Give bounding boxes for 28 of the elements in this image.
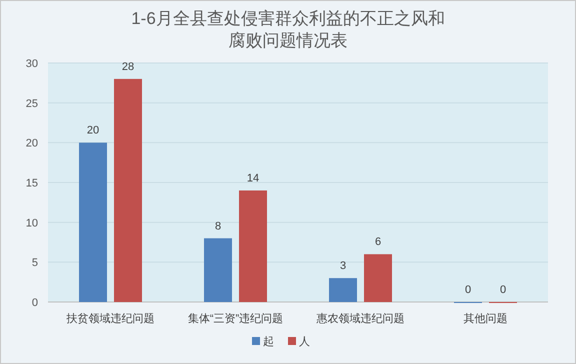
data-label: 3: [340, 260, 346, 272]
x-tick-label: 惠农领域违纪问题: [316, 312, 404, 325]
chart-title: 1-6月全县查处侵害群众利益的不正之风和腐败问题情况表: [131, 9, 445, 50]
x-tick-label: 其他问题: [464, 312, 508, 325]
y-tick-label: 30: [26, 58, 38, 70]
data-label: 6: [374, 236, 382, 248]
legend-label: 起: [263, 336, 274, 348]
bar: [239, 190, 267, 302]
y-tick-label: 5: [32, 257, 38, 270]
data-label: 0: [464, 284, 472, 296]
bar: [329, 278, 357, 302]
bar: [79, 142, 107, 302]
bar: [114, 78, 142, 302]
y-tick-label: 10: [26, 217, 38, 230]
bar: [204, 238, 232, 302]
data-label: 20: [86, 124, 100, 137]
bar: [364, 254, 392, 302]
data-label: 0: [500, 284, 506, 296]
data-label: 28: [122, 60, 134, 73]
y-tick-label: 0: [32, 297, 38, 309]
y-tick-label: 20: [26, 138, 38, 150]
legend-label: 人: [299, 336, 310, 348]
data-label: 8: [214, 220, 222, 232]
y-tick-label: 25: [26, 98, 38, 110]
y-tick-label: 15: [26, 178, 38, 190]
x-tick-label: 扶贫领域违纪问题: [66, 312, 154, 325]
x-tick-label: 集体“三资”违纪问题: [188, 312, 284, 325]
data-label: 14: [246, 172, 260, 184]
